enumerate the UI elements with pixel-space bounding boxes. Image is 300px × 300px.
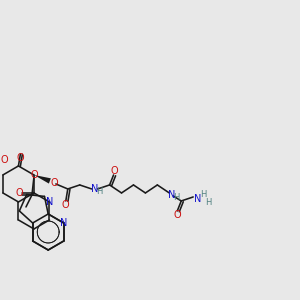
Polygon shape bbox=[34, 175, 51, 184]
Text: N: N bbox=[168, 190, 175, 200]
Text: H: H bbox=[205, 199, 211, 208]
Text: O: O bbox=[16, 153, 24, 163]
Text: O: O bbox=[50, 178, 58, 188]
Text: N: N bbox=[46, 197, 53, 207]
Text: H: H bbox=[96, 188, 103, 196]
Text: H: H bbox=[173, 194, 179, 202]
Text: O: O bbox=[173, 210, 181, 220]
Text: O: O bbox=[62, 200, 70, 210]
Text: O: O bbox=[111, 166, 119, 176]
Text: O: O bbox=[30, 170, 38, 180]
Text: O: O bbox=[15, 188, 23, 198]
Text: N: N bbox=[60, 218, 68, 228]
Text: H: H bbox=[200, 190, 206, 200]
Text: N: N bbox=[91, 184, 98, 194]
Text: N: N bbox=[194, 194, 202, 204]
Text: O: O bbox=[1, 155, 8, 165]
